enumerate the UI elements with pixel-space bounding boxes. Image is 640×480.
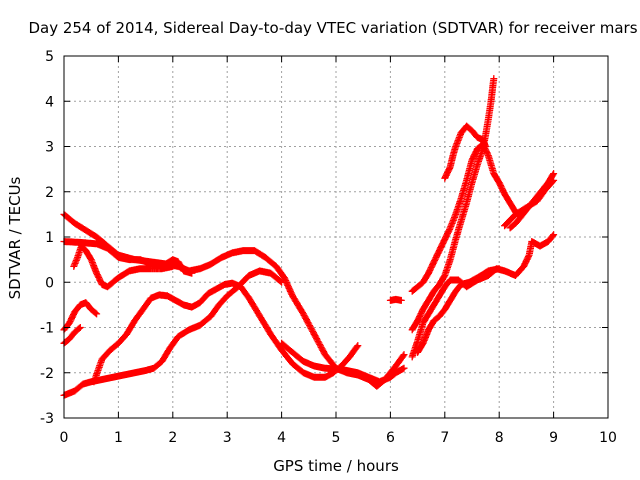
y-tick-label: -1 bbox=[40, 321, 54, 337]
x-tick-label: 2 bbox=[168, 430, 177, 446]
series-track-c bbox=[70, 242, 177, 291]
x-tick-label: 1 bbox=[114, 430, 123, 446]
x-tick-label: 8 bbox=[495, 430, 504, 446]
chart-title: Day 254 of 2014, Sidereal Day-to-day VTE… bbox=[28, 19, 637, 37]
x-tick-label: 5 bbox=[332, 430, 341, 446]
series-track-n bbox=[441, 122, 490, 182]
series-track-j bbox=[408, 231, 558, 361]
y-axis-title: SDTVAR / TECUs bbox=[6, 176, 24, 299]
x-tick-label: 7 bbox=[440, 430, 449, 446]
x-tick-label: 10 bbox=[599, 430, 617, 446]
series-track-p bbox=[501, 176, 558, 230]
x-tick-label: 4 bbox=[277, 430, 286, 446]
x-tick-label: 3 bbox=[223, 430, 232, 446]
series-track-i bbox=[386, 295, 405, 304]
y-tick-label: 5 bbox=[45, 49, 54, 65]
x-tick-label: 0 bbox=[60, 430, 69, 446]
ticks: 0 1 2 3 4 5 6 7 8 9 10 -3 -2 -1 0 1 2 3 4 5 bbox=[40, 49, 617, 446]
series-track-h bbox=[278, 339, 408, 386]
x-axis-title: GPS time / hours bbox=[273, 457, 399, 475]
y-tick-label: -2 bbox=[40, 366, 54, 382]
x-tick-label: 6 bbox=[386, 430, 395, 446]
y-tick-label: 0 bbox=[45, 275, 54, 291]
series-track-g bbox=[90, 279, 362, 386]
y-tick-label: 4 bbox=[45, 94, 54, 110]
y-tick-label: 2 bbox=[45, 185, 54, 201]
series-track-k bbox=[414, 265, 503, 356]
y-tick-label: -3 bbox=[40, 411, 54, 427]
x-tick-label: 9 bbox=[549, 430, 558, 446]
data-layer bbox=[60, 75, 558, 399]
y-tick-label: 3 bbox=[45, 140, 54, 156]
y-tick-label: 1 bbox=[45, 230, 54, 246]
